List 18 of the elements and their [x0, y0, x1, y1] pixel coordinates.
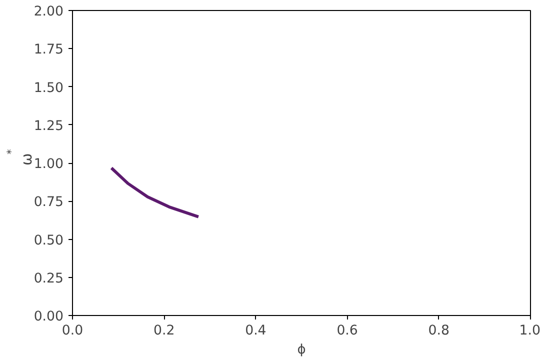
x-tick-label: 0.8: [428, 324, 450, 338]
y-tick-label: 0.00: [34, 310, 64, 324]
x-tick-label: 0.4: [245, 324, 266, 338]
y-axis-title: ω*: [4, 148, 36, 166]
x-tick-label: 0.6: [336, 324, 358, 338]
y-tick-label: 2.00: [34, 4, 64, 20]
y-tick-label: 0.50: [34, 233, 64, 248]
y-tick-label: 1.75: [34, 42, 64, 58]
y-tick-label: 1.25: [34, 118, 64, 134]
line-series: [110, 166, 200, 218]
x-axis-title: ϕ: [297, 342, 306, 358]
y-tick-label: 1.00: [34, 157, 64, 172]
y-tick-label: 0.75: [34, 195, 64, 210]
y-tick-label: 1.50: [34, 80, 64, 96]
x-tick-label: 0.2: [154, 324, 175, 338]
x-tick-label: 1.0: [519, 324, 540, 338]
y-tick-label: 0.25: [34, 271, 64, 286]
x-tick-label: 0.0: [62, 324, 84, 338]
